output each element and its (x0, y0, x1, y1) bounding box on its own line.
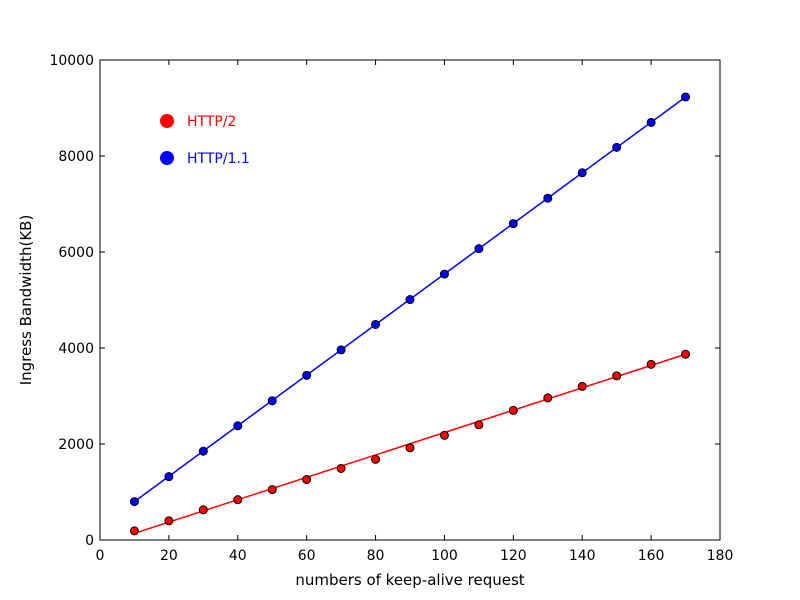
x-tick-label: 120 (500, 548, 527, 564)
x-tick-label: 0 (96, 548, 105, 564)
series-http2 (129, 349, 691, 536)
y-tick-label: 4000 (58, 341, 94, 357)
data-point-http2 (233, 495, 243, 505)
legend-marker-http11 (160, 151, 174, 165)
y-tick-label: 6000 (58, 245, 94, 261)
data-point-http11 (129, 497, 139, 507)
data-point-http11 (267, 396, 277, 406)
data-point-http11 (612, 142, 622, 152)
legend-marker-http2 (160, 114, 174, 128)
series-layer (129, 92, 691, 536)
data-point-http2 (371, 454, 381, 464)
data-point-http2 (474, 420, 484, 430)
data-point-http11 (164, 472, 174, 482)
data-point-http11 (508, 219, 518, 229)
data-point-http11 (371, 319, 381, 329)
x-tick-label: 60 (298, 548, 316, 564)
data-point-http2 (129, 526, 139, 536)
x-tick-label: 20 (160, 548, 178, 564)
data-point-http2 (405, 443, 415, 453)
data-point-http11 (577, 168, 587, 178)
legend-label-http11: HTTP/1.1 (187, 151, 250, 167)
data-point-http11 (646, 117, 656, 127)
data-point-http11 (233, 421, 243, 431)
data-point-http2 (267, 485, 277, 495)
x-tick-label: 160 (638, 548, 665, 564)
data-point-http2 (646, 359, 656, 369)
y-tick-label: 10000 (49, 53, 94, 69)
data-point-http2 (336, 463, 346, 473)
x-tick-label: 180 (707, 548, 734, 564)
data-point-http11 (474, 244, 484, 254)
data-point-http2 (302, 475, 312, 485)
data-point-http2 (543, 393, 553, 403)
data-point-http2 (577, 381, 587, 391)
data-point-http2 (612, 371, 622, 381)
y-axis-label: Ingress Bandwidth(KB) (17, 215, 35, 386)
data-point-http2 (508, 405, 518, 415)
data-point-http11 (198, 446, 208, 456)
data-point-http2 (439, 430, 449, 440)
data-point-http11 (439, 269, 449, 279)
x-tick-label: 40 (229, 548, 247, 564)
data-point-http11 (405, 295, 415, 305)
data-point-http2 (198, 505, 208, 515)
y-tick-label: 0 (85, 533, 94, 549)
axes-layer: 0 20 40 60 80 100 120 140 160 180 0 2000 4000 6000 800… (49, 53, 733, 564)
y-tick-label: 2000 (58, 437, 94, 453)
series-http11 (129, 92, 691, 507)
plot-frame (99, 59, 721, 541)
data-point-http11 (336, 345, 346, 355)
data-point-http11 (543, 193, 553, 203)
data-point-http2 (681, 349, 691, 359)
data-point-http11 (681, 92, 691, 102)
x-tick-label: 100 (431, 548, 458, 564)
x-axis-label: numbers of keep-alive request (295, 571, 524, 589)
legend-label-http2: HTTP/2 (187, 114, 236, 130)
data-point-http2 (164, 516, 174, 526)
legend: HTTP/2 HTTP/1.1 (160, 114, 250, 167)
x-tick-label: 140 (569, 548, 596, 564)
y-tick-label: 8000 (58, 149, 94, 165)
data-point-http11 (302, 370, 312, 380)
x-tick-label: 80 (367, 548, 385, 564)
